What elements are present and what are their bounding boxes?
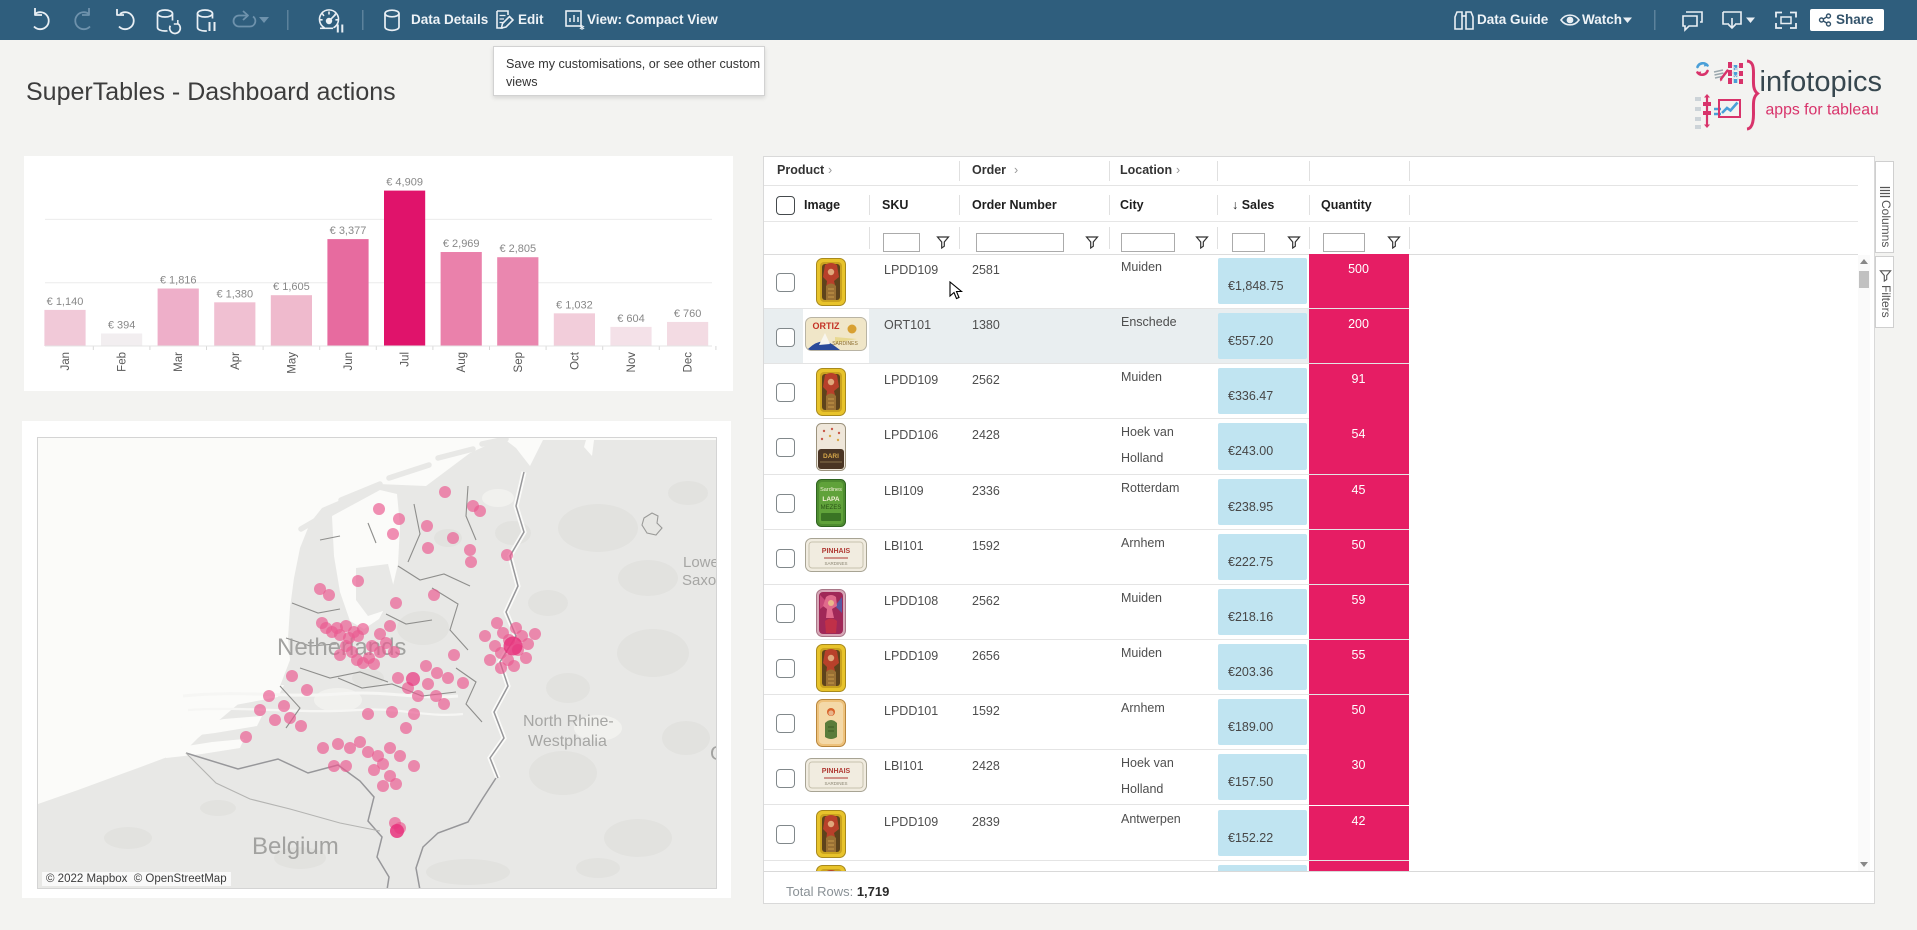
- svg-text:infotopics: infotopics: [1760, 66, 1883, 98]
- svg-text:SARDINES: SARDINES: [824, 781, 847, 786]
- svg-text:DARI: DARI: [823, 453, 839, 460]
- svg-text:apps for tableau: apps for tableau: [1766, 102, 1879, 119]
- svg-text:Belgium: Belgium: [252, 833, 339, 860]
- svg-text:Aug: Aug: [456, 352, 468, 372]
- svg-text:Jan: Jan: [60, 352, 72, 371]
- svg-text:Sardines: Sardines: [820, 487, 842, 493]
- svg-text:€ 2,805: € 2,805: [499, 243, 536, 255]
- svg-text:€ 1,816: € 1,816: [160, 275, 197, 287]
- svg-text:ORTIZ: ORTIZ: [813, 321, 840, 331]
- svg-text:€ 3,377: € 3,377: [330, 225, 367, 237]
- svg-text:Westphalia: Westphalia: [528, 733, 607, 750]
- svg-text:MEZES: MEZES: [821, 505, 842, 511]
- svg-text:PINHAIS: PINHAIS: [822, 768, 851, 775]
- svg-text:SARDINES: SARDINES: [832, 341, 858, 347]
- svg-text:Mar: Mar: [173, 352, 185, 372]
- svg-text:Apr: Apr: [230, 352, 242, 370]
- svg-text:€ 760: € 760: [674, 308, 702, 320]
- svg-text:Dec: Dec: [683, 352, 695, 373]
- svg-text:€ 1,605: € 1,605: [273, 281, 310, 293]
- svg-text:€ 1,140: € 1,140: [47, 296, 84, 308]
- svg-text:PINHAIS: PINHAIS: [822, 548, 851, 555]
- svg-text:€ 604: € 604: [617, 313, 645, 325]
- svg-text:Nov: Nov: [626, 352, 638, 373]
- svg-text:Germany: Germany: [710, 743, 717, 765]
- svg-text:LAPA: LAPA: [822, 496, 840, 503]
- svg-text:€ 1,032: € 1,032: [556, 299, 593, 311]
- svg-text:Feb: Feb: [117, 352, 129, 372]
- svg-text:€ 1,380: € 1,380: [216, 288, 253, 300]
- svg-text:Lower: Lower: [683, 554, 717, 571]
- svg-text:Oct: Oct: [569, 351, 581, 370]
- svg-text:Jul: Jul: [400, 352, 412, 367]
- svg-text:Saxony: Saxony: [682, 572, 717, 589]
- svg-text:€ 394: € 394: [108, 320, 136, 332]
- svg-text:North Rhine-: North Rhine-: [523, 713, 614, 730]
- svg-text:€ 4,909: € 4,909: [386, 177, 423, 189]
- svg-text:Jun: Jun: [343, 352, 355, 371]
- svg-text:SARDINES: SARDINES: [824, 561, 847, 566]
- svg-text:€ 2,969: € 2,969: [443, 238, 480, 250]
- svg-text:Sep: Sep: [513, 352, 525, 372]
- svg-text:May: May: [286, 352, 298, 374]
